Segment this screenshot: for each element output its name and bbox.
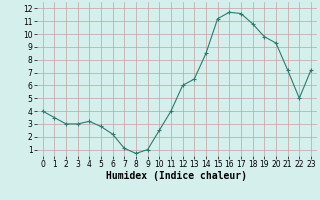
X-axis label: Humidex (Indice chaleur): Humidex (Indice chaleur) [106,171,247,181]
